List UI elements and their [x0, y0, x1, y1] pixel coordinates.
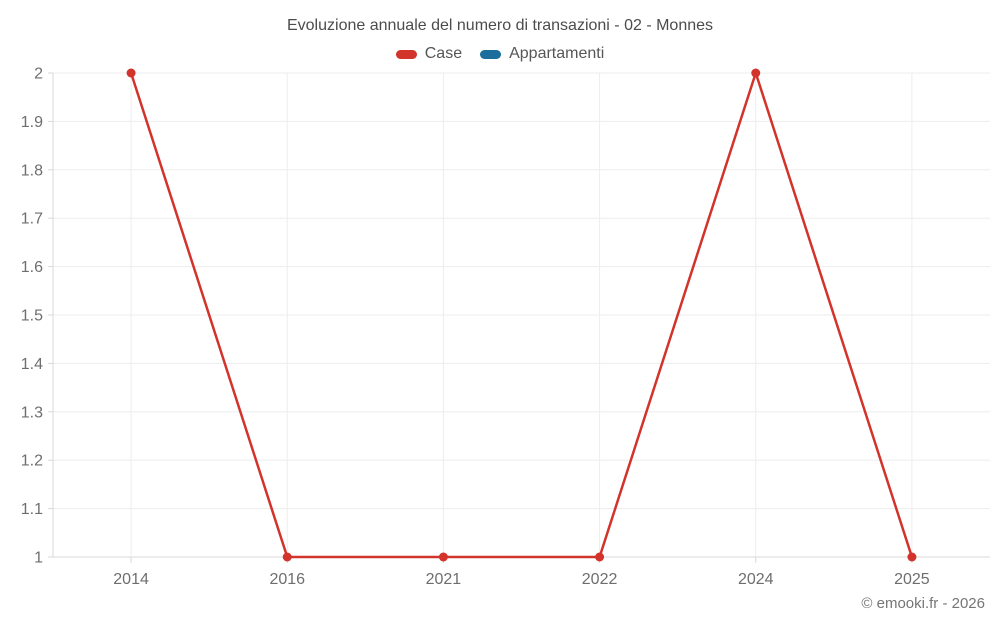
y-tick-label: 1.1: [21, 501, 43, 518]
chart-legend: Case Appartamenti: [0, 45, 1000, 63]
data-point-case[interactable]: [126, 68, 136, 78]
case-series-swatch-icon: [395, 49, 417, 59]
x-tick-label: 2022: [582, 571, 618, 588]
y-tick-label: 1.3: [21, 404, 43, 421]
x-tick-label: 2024: [738, 571, 774, 588]
data-point-case[interactable]: [751, 68, 761, 78]
chart-title: Evoluzione annuale del numero di transaz…: [286, 17, 714, 34]
appartamenti-series-swatch-icon: [480, 49, 502, 59]
x-tick-label: 2016: [269, 571, 305, 588]
series-line-case: [129, 71, 914, 559]
x-tick-label: 2025: [894, 571, 930, 588]
legend-item-case[interactable]: Case: [395, 45, 463, 63]
data-point-case[interactable]: [907, 552, 917, 562]
y-tick-label: 1: [34, 550, 43, 567]
y-tick-label: 1.5: [21, 308, 43, 325]
y-tick-label: 1.9: [21, 114, 43, 131]
y-tick-label: 1.7: [21, 211, 43, 228]
legend-item-appartamenti[interactable]: Appartamenti: [480, 45, 604, 63]
y-tick-label: 1.8: [21, 162, 43, 179]
y-tick-label: 1.2: [21, 453, 43, 470]
y-tick-label: 1.4: [21, 356, 43, 373]
legend-label-appartamenti: Appartamenti: [509, 45, 605, 62]
y-tick-label: 1.6: [21, 259, 43, 276]
legend-label-case: Case: [424, 45, 463, 62]
data-point-case[interactable]: [595, 552, 605, 562]
x-tick-label: 2014: [113, 571, 149, 588]
data-point-case[interactable]: [438, 552, 448, 562]
x-tick-label: 2021: [426, 571, 462, 588]
data-point-case[interactable]: [282, 552, 292, 562]
copyright-footer: © emooki.fr - 2026: [861, 595, 985, 612]
y-tick-label: 2: [34, 66, 43, 83]
